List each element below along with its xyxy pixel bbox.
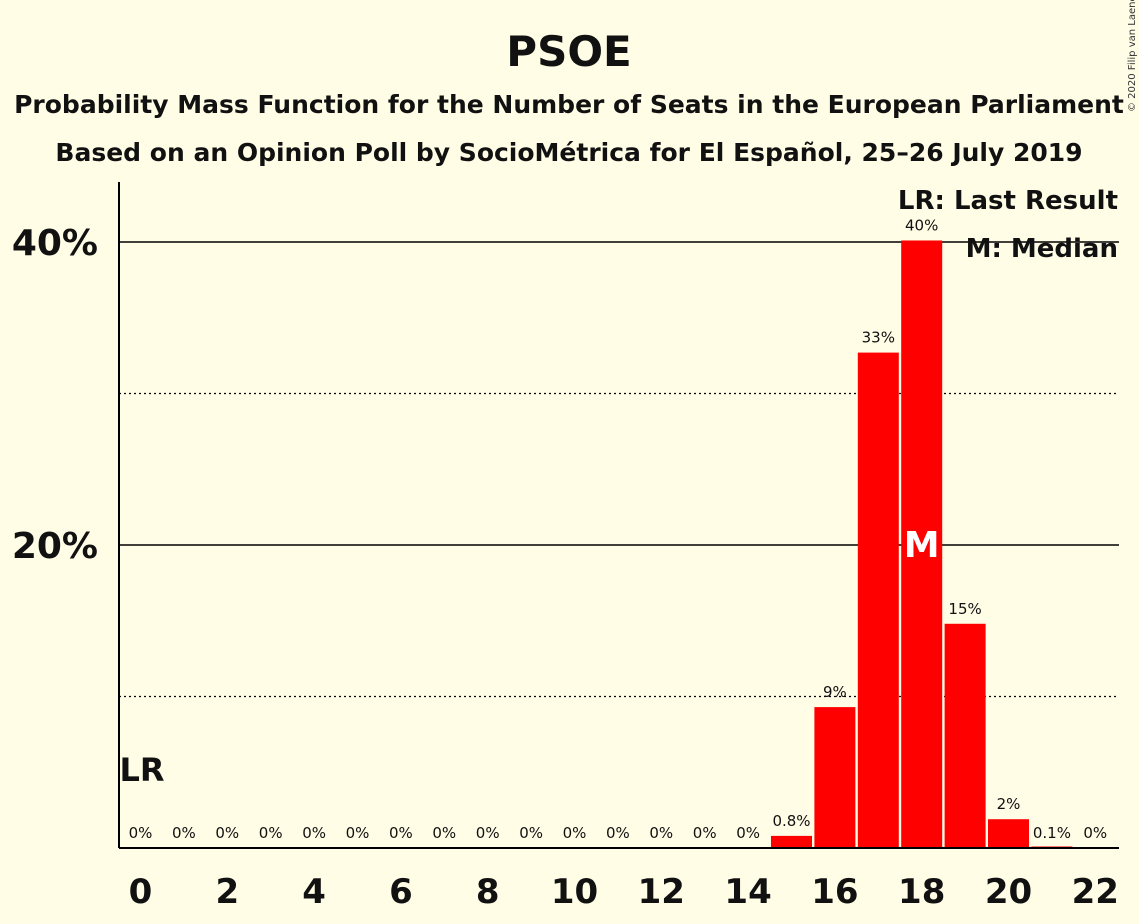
data-label: 0% — [172, 824, 196, 842]
x-tick-label: 8 — [476, 872, 500, 912]
legend-last-result: LR: Last Result — [898, 186, 1118, 216]
x-tick-label: 12 — [638, 872, 685, 912]
x-tick-labels: 0 2 4 6 8 10 12 14 16 18 20 22 — [129, 872, 1119, 912]
data-label: 2% — [997, 795, 1021, 813]
chart-subtitle: Probability Mass Function for the Number… — [14, 90, 1124, 119]
bar — [814, 707, 856, 848]
data-label: 0.8% — [772, 812, 810, 830]
x-tick-label: 6 — [389, 872, 413, 912]
data-label: 9% — [823, 683, 847, 701]
chart-title: PSOE — [506, 27, 631, 76]
x-tick-label: 22 — [1072, 872, 1119, 912]
data-label: 0% — [563, 824, 587, 842]
data-label: 0% — [606, 824, 630, 842]
copyright-text: © 2020 Filip van Laenen — [1127, 0, 1138, 112]
chart-subtitle-2: Based on an Opinion Poll by SocioMétrica… — [55, 138, 1082, 167]
data-label: 0% — [693, 824, 717, 842]
data-label: 33% — [862, 329, 895, 347]
x-tick-label: 0 — [129, 872, 153, 912]
last-result-marker: LR — [120, 751, 165, 789]
bar — [771, 835, 812, 848]
data-label: 0% — [259, 824, 283, 842]
data-label: 0% — [1083, 824, 1107, 842]
data-label: 0% — [519, 824, 543, 842]
data-label: 0% — [649, 824, 673, 842]
legend-median: M: Median — [966, 234, 1118, 264]
bars-group — [771, 240, 1073, 849]
bar — [988, 819, 1029, 848]
y-tick-labels: 20% 40% — [12, 223, 98, 567]
x-tick-label: 16 — [811, 872, 858, 912]
bar — [944, 623, 986, 848]
data-label: 0% — [389, 824, 413, 842]
gridlines — [119, 241, 1119, 698]
bar — [857, 352, 899, 848]
bar — [901, 240, 943, 849]
data-label: 40% — [905, 216, 938, 234]
x-tick-label: 4 — [302, 872, 326, 912]
data-label: 15% — [948, 600, 981, 618]
data-label: 0% — [215, 824, 239, 842]
data-label: 0.1% — [1033, 824, 1071, 842]
data-label: 0% — [432, 824, 456, 842]
data-label: 0% — [302, 824, 326, 842]
median-marker: M — [904, 525, 940, 566]
x-tick-label: 18 — [898, 872, 945, 912]
data-label: 0% — [476, 824, 500, 842]
x-tick-label: 2 — [215, 872, 239, 912]
x-tick-label: 14 — [724, 872, 771, 912]
y-tick-label: 40% — [12, 223, 98, 264]
x-tick-label: 10 — [551, 872, 598, 912]
data-label: 0% — [129, 824, 153, 842]
data-label: 0% — [736, 824, 760, 842]
y-tick-label: 20% — [12, 526, 98, 567]
data-labels-group: 0% 0% 0% 0% 0% 0% 0% 0% 0% 0% 0% 0% 0% 0% 0% 0.8% 9% 33% 4… — [129, 216, 1108, 842]
x-tick-label: 20 — [985, 872, 1032, 912]
data-label: 0% — [346, 824, 370, 842]
